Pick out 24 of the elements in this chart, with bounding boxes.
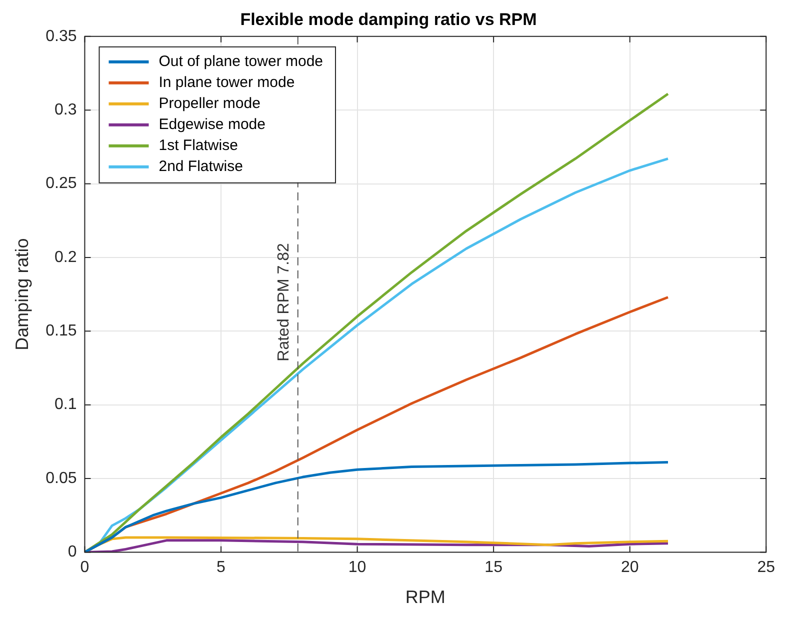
y-tick-label: 0.25 xyxy=(46,175,77,192)
x-tick-label: 0 xyxy=(80,559,90,576)
x-tick-label: 20 xyxy=(620,559,639,576)
y-tick-label: 0.35 xyxy=(46,28,77,45)
y-tick-label: 0.15 xyxy=(46,322,77,340)
y-axis-title: Damping ratio xyxy=(12,238,32,350)
ref-line-label: Rated RPM 7.82 xyxy=(275,242,292,362)
legend-label: Propeller mode xyxy=(158,95,260,112)
legend-label: Out of plane tower mode xyxy=(158,53,324,70)
y-tick-label: 0 xyxy=(68,544,77,561)
chart-title: Flexible mode damping ratio vs RPM xyxy=(240,10,537,29)
y-tick-label: 0.05 xyxy=(46,470,77,487)
x-tick-label: 15 xyxy=(484,559,503,576)
legend-label: In plane tower mode xyxy=(158,74,295,92)
x-axis-title: RPM xyxy=(405,587,446,608)
y-tick-label: 0.1 xyxy=(54,396,77,414)
y-tick-label: 0.2 xyxy=(54,248,77,266)
x-tick-label: 10 xyxy=(348,559,366,576)
legend-label: Edgewise mode xyxy=(158,116,266,134)
legend-label: 1st Flatwise xyxy=(158,137,238,154)
x-tick-label: 25 xyxy=(757,559,776,576)
y-tick-label: 0.3 xyxy=(54,101,77,118)
legend-label: 2nd Flatwise xyxy=(158,158,243,176)
x-tick-label: 5 xyxy=(216,559,226,576)
